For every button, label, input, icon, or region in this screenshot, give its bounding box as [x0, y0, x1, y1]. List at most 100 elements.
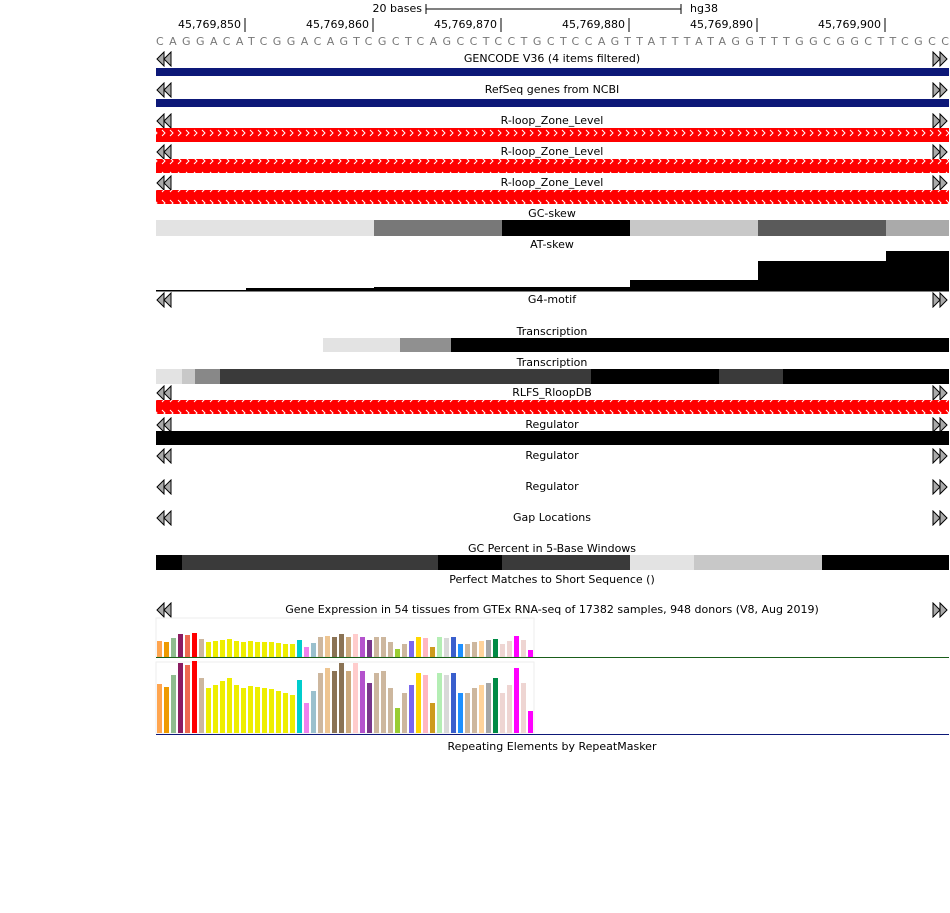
gtex-bar: [248, 686, 253, 733]
position-label: 45,769,860: [306, 18, 369, 31]
gtex-bar: [220, 640, 225, 657]
scroll-left: [156, 602, 172, 618]
at-skew-block: [758, 261, 886, 291]
gtex-bar: [514, 668, 519, 733]
track-title: Transcription: [516, 325, 588, 338]
gtex-bar: [528, 650, 533, 657]
gtex-bar: [486, 683, 491, 733]
track-title: Regulator: [525, 418, 579, 431]
track-title: GC Percent in 5-Base Windows: [468, 542, 636, 555]
gtex-bar: [199, 678, 204, 733]
track-title: R-loop_Zone_Level: [501, 176, 604, 189]
transcription-block: [591, 369, 719, 384]
feature-bar: [156, 159, 949, 173]
gtex-bar: [206, 642, 211, 657]
gtex-bar: [234, 641, 239, 657]
gtex-bar: [318, 637, 323, 657]
gtex-bar: [458, 693, 463, 733]
transcription-block: [400, 338, 451, 352]
gene-bar: [156, 68, 949, 76]
transcription-block: [182, 369, 195, 384]
scroll-right: [932, 448, 948, 464]
gtex-bar: [374, 637, 379, 657]
gtex-bar: [451, 673, 456, 733]
gc-percent-block: [822, 555, 949, 570]
gtex-bar: [262, 642, 267, 657]
at-skew-block: [886, 251, 949, 291]
transcription-block: [783, 369, 949, 384]
gtex-bar: [346, 637, 351, 657]
gtex-bar: [283, 693, 288, 733]
gtex-bar: [409, 641, 414, 657]
gtex-bar: [472, 642, 477, 657]
gtex-bar: [528, 711, 533, 733]
track-title: Gene Expression in 54 tissues from GTEx …: [285, 603, 819, 616]
gtex-bar: [493, 639, 498, 657]
gtex-bar: [269, 689, 274, 733]
gtex-bar: [388, 688, 393, 733]
track-title: Repeating Elements by RepeatMasker: [448, 740, 657, 753]
gc-percent-block: [630, 555, 694, 570]
gtex-bar: [276, 643, 281, 657]
sequence: CAGGACATCGGACAGTCGCTCAGCCTCCTGCTCCAGTTAT…: [156, 35, 949, 48]
track-title: GENCODE V36 (4 items filtered): [464, 52, 640, 65]
transcription-block: [719, 369, 783, 384]
at-skew-block: [374, 287, 630, 291]
gtex-bar: [423, 638, 428, 657]
scroll-right: [932, 417, 948, 433]
gtex-panel: [155, 661, 535, 734]
gtex-bar: [360, 671, 365, 733]
gtex-bar: [199, 639, 204, 657]
gtex-bar: [353, 634, 358, 657]
scroll-left: [156, 479, 172, 495]
gtex-bar: [479, 685, 484, 733]
scroll-left: [156, 385, 172, 401]
gtex-bar: [227, 639, 232, 657]
gtex-bar: [157, 641, 162, 657]
at-skew-block: [630, 280, 758, 291]
transcription-block: [451, 338, 949, 352]
position-label: 45,769,870: [434, 18, 497, 31]
gtex-bar: [486, 640, 491, 657]
gtex-bar: [192, 633, 197, 657]
gtex-bar: [311, 643, 316, 657]
gtex-bar: [213, 685, 218, 733]
gtex-bar: [339, 634, 344, 657]
gtex-bar: [416, 637, 421, 657]
gtex-bar: [507, 685, 512, 733]
feature-bar: [156, 128, 949, 142]
scroll-right: [932, 479, 948, 495]
gtex-bar: [402, 693, 407, 733]
track-title: Gap Locations: [513, 511, 591, 524]
scroll-left: [156, 51, 172, 67]
gtex-bar: [234, 685, 239, 733]
gtex-bar: [241, 642, 246, 657]
gtex-bar: [430, 647, 435, 657]
gtex-bar: [423, 675, 428, 733]
gtex-bar: [353, 663, 358, 733]
track-title: G4-motif: [528, 293, 577, 306]
gtex-bar: [402, 644, 407, 657]
scroll-left: [156, 417, 172, 433]
scale-span: 20 bases: [373, 2, 423, 15]
gtex-bar: [507, 641, 512, 657]
gc-percent-block: [694, 555, 822, 570]
gc-percent-block: [438, 555, 502, 570]
gtex-bar: [283, 644, 288, 657]
gc-skew-block: [502, 220, 630, 236]
feature-bar: [156, 190, 949, 204]
gtex-bar: [451, 637, 456, 657]
gtex-bar: [416, 673, 421, 733]
gtex-bar: [360, 637, 365, 657]
scroll-right: [932, 82, 948, 98]
gtex-bar: [388, 642, 393, 657]
gtex-bar: [465, 693, 470, 733]
track-title: RefSeq genes from NCBI: [485, 83, 620, 96]
scroll-right: [932, 292, 948, 308]
gc-skew-block: [374, 220, 502, 236]
position-label: 45,769,900: [818, 18, 881, 31]
scroll-right: [932, 51, 948, 67]
gtex-bar: [185, 665, 190, 733]
gtex-bar: [164, 642, 169, 657]
